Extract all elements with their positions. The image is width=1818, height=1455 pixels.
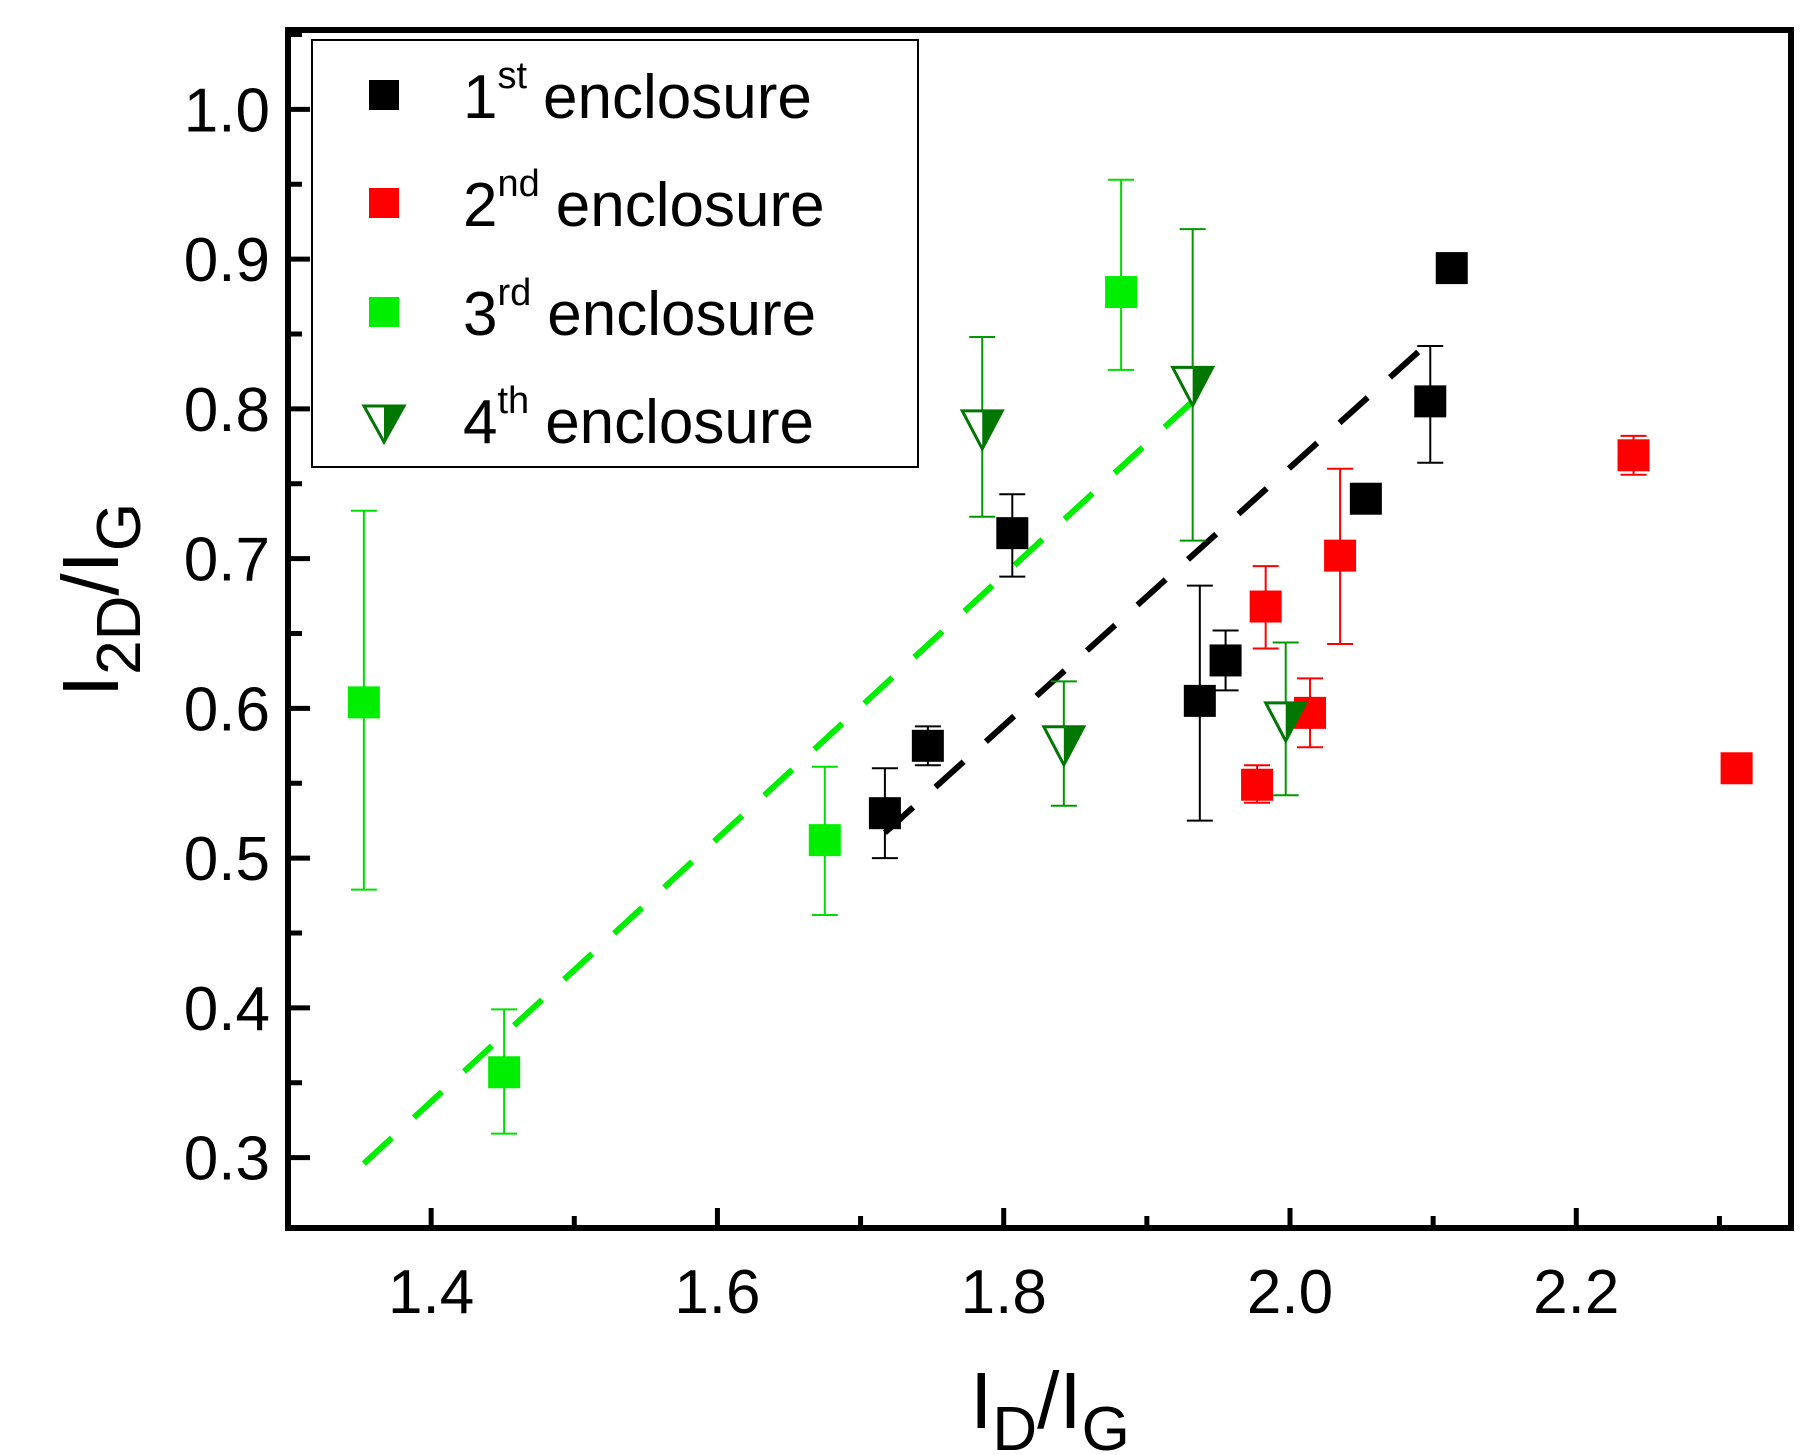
- series-3: [347, 178, 1138, 1135]
- x-tick-label: 2.2: [1533, 1258, 1619, 1327]
- marker-fill: [1285, 702, 1306, 741]
- fit-lines: [361, 336, 1436, 1166]
- y-axis-ticks: 0.3 0.4 0.5 0.6 0.7 0.8 0.9 1.0: [184, 31, 310, 1194]
- fit-3rd-enclosure: [361, 399, 1195, 1166]
- plot-frame: [285, 27, 1794, 1231]
- legend: 1st enclosure 2nd enclosure 3rd enclosure 4…: [311, 39, 919, 468]
- data-point: [1349, 482, 1382, 515]
- series-1: [868, 252, 1468, 860]
- legend-label-3rd: 3rd enclosure: [463, 272, 816, 349]
- marker-fill: [1063, 726, 1084, 765]
- data-point: [1209, 644, 1242, 677]
- y-tick-label: 1.0: [184, 76, 270, 145]
- y-axis-label: I2D/IG: [46, 503, 154, 697]
- legend-marker-2nd: [369, 188, 399, 218]
- x-tick-label: 1.4: [388, 1258, 474, 1327]
- data-point: [1170, 365, 1216, 409]
- legend-box: [311, 39, 919, 468]
- y-tick-label: 0.4: [184, 975, 270, 1044]
- y-tick-label: 0.8: [184, 376, 270, 445]
- legend-marker-3rd: [369, 297, 399, 327]
- marker-fill: [1192, 367, 1213, 406]
- data-point: [347, 686, 380, 719]
- y-tick-label: 0.3: [184, 1125, 270, 1194]
- y-tick-label: 0.5: [184, 825, 270, 894]
- data-point: [1263, 701, 1309, 745]
- data-point: [808, 824, 841, 857]
- data-point: [1241, 768, 1274, 801]
- x-axis-ticks: 1.4 1.6 1.8 2.0 2.2: [285, 1208, 1722, 1327]
- data-point: [1105, 276, 1138, 309]
- data-point: [911, 729, 944, 762]
- data-point: [1720, 752, 1753, 785]
- y-tick-label: 0.9: [184, 226, 270, 295]
- data-point: [1249, 590, 1282, 623]
- data-point: [1183, 684, 1216, 717]
- x-axis-label: ID/IG: [970, 1356, 1130, 1455]
- data-point: [996, 517, 1029, 550]
- y-tick-label: 0.6: [184, 675, 270, 744]
- legend-label-1st: 1st enclosure: [463, 55, 812, 132]
- x-tick-label: 2.0: [1247, 1258, 1333, 1327]
- data-point: [1617, 439, 1650, 472]
- data-point: [1324, 539, 1357, 572]
- data-point: [1435, 252, 1468, 285]
- data-point: [1414, 385, 1447, 418]
- legend-marker-1st: [369, 80, 399, 110]
- marker-fill: [982, 410, 1003, 449]
- data-point: [868, 797, 901, 830]
- x-tick-label: 1.8: [961, 1258, 1047, 1327]
- data-point: [959, 409, 1005, 453]
- legend-label-2nd: 2nd enclosure: [463, 163, 825, 240]
- fit-1st-enclosure: [882, 336, 1436, 835]
- x-tick-label: 1.6: [674, 1258, 760, 1327]
- series-points: [347, 178, 1753, 1135]
- series-2: [1241, 434, 1753, 804]
- data-point: [1041, 725, 1087, 769]
- data-point: [488, 1056, 521, 1089]
- y-tick-label: 0.7: [184, 526, 270, 595]
- legend-marker-4th: [361, 404, 407, 446]
- legend-label-4th: 4th enclosure: [463, 380, 814, 457]
- series-4: [959, 228, 1309, 807]
